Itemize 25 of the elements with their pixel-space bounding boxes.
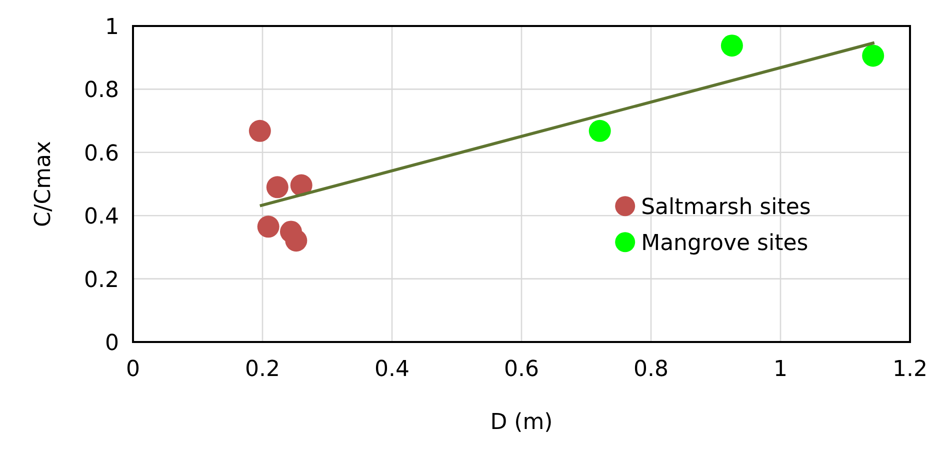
y-tick-label: 0.8 (84, 78, 119, 104)
x-axis-title: D (m) (490, 410, 553, 435)
legend-label: Mangrove sites (641, 231, 808, 256)
x-tick-label: 0.4 (374, 357, 410, 382)
x-tick-label: 0.2 (245, 357, 280, 382)
y-tick-label: 0.2 (84, 268, 119, 293)
x-tick-label: 1.2 (892, 357, 928, 382)
legend-label: Saltmarsh sites (641, 195, 811, 220)
y-axis-title: C/Cmax (31, 140, 56, 228)
y-tick-label: 0.4 (84, 204, 119, 230)
point (720, 34, 743, 57)
point (266, 176, 288, 198)
x-tick-label: 0.8 (634, 357, 668, 382)
point (248, 120, 271, 142)
x-tick-label: 1 (774, 357, 788, 382)
y-tick-label: 0 (105, 331, 119, 356)
point (862, 44, 884, 67)
point (588, 120, 611, 142)
x-tick-label: 0.6 (504, 357, 539, 382)
y-tick-label: 1 (105, 15, 119, 40)
point (285, 230, 308, 252)
x-tick-label: 0 (126, 357, 140, 382)
point (257, 216, 280, 238)
point (290, 174, 312, 196)
y-tick-label: 0.6 (84, 141, 119, 166)
